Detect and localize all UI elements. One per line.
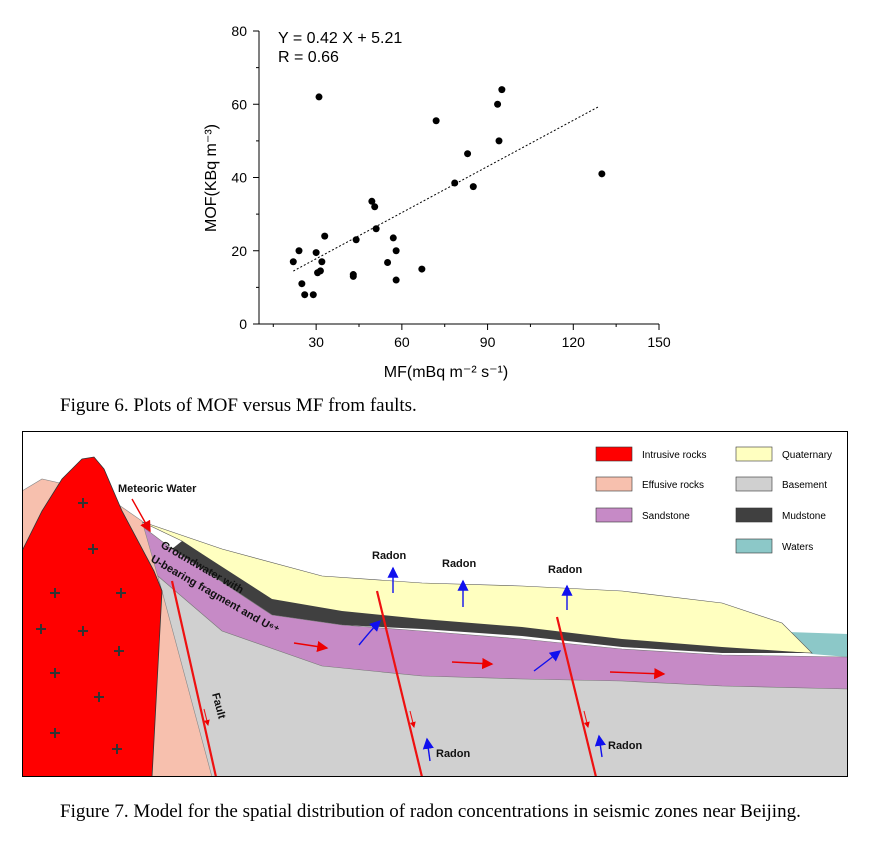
correlation-value: R = 0.66: [278, 49, 339, 66]
data-points: [289, 86, 606, 299]
x-tick-label: 60: [394, 334, 410, 350]
figure-6-caption: Figure 6. Plots of MOF versus MF from fa…: [60, 395, 417, 416]
legend-swatch: [735, 446, 773, 462]
data-point: [495, 137, 503, 145]
legend-label: Intrusive rocks: [642, 450, 706, 461]
fault-offset-arrow: [203, 708, 210, 726]
figure-7-frame: [22, 431, 848, 777]
legend-swatch: [735, 476, 773, 492]
x-tick-label: 150: [647, 334, 671, 350]
data-point: [349, 272, 357, 280]
data-point: [298, 280, 306, 288]
data-point: [464, 150, 472, 158]
legend-swatch: [595, 507, 633, 523]
data-point: [368, 197, 376, 205]
data-point: [392, 247, 400, 255]
groundwater-flow-arrow: [293, 640, 329, 653]
fault-line-2: [375, 590, 424, 777]
data-point: [372, 225, 380, 233]
legend-label: Sandstone: [642, 511, 690, 522]
y-tick-label: 40: [231, 170, 247, 186]
data-point: [321, 232, 329, 240]
chart-axes: [258, 31, 659, 325]
legend-label: Waters: [782, 542, 813, 553]
legend-swatch: [595, 446, 633, 462]
legend-swatch: [735, 538, 773, 554]
fault-offset-arrow: [409, 710, 416, 728]
radon-curve-arrow: [358, 620, 381, 646]
radon-label: Radon: [436, 748, 471, 760]
data-point: [494, 100, 502, 108]
fault-line-1: [170, 580, 218, 777]
data-point: [295, 247, 303, 255]
intrusive-plus-marks: [36, 498, 126, 754]
chart-ticks: 30 60 90 120 150 0 20 40 60 80: [231, 23, 670, 350]
basement-layer: [22, 511, 848, 777]
data-point: [312, 249, 320, 257]
radon-curve-arrow: [533, 650, 562, 672]
intrusive-rocks-body: [22, 456, 163, 777]
regression-line: [293, 106, 600, 272]
radon-arrow: [422, 737, 434, 762]
regression-equation: Y = 0.42 X + 5.21: [278, 30, 402, 47]
data-point: [352, 236, 360, 244]
data-point: [392, 276, 400, 284]
radon-arrow: [594, 734, 606, 758]
x-tick-label: 90: [480, 334, 496, 350]
data-point: [389, 234, 397, 242]
legend-swatch: [595, 476, 633, 492]
legend-label: Basement: [782, 480, 827, 491]
y-tick-label: 20: [231, 243, 247, 259]
x-axis-label: MF(mBq m⁻² s⁻¹): [384, 364, 508, 381]
data-point: [318, 258, 326, 266]
y-tick-label: 80: [231, 23, 247, 39]
data-point: [384, 258, 392, 266]
data-point: [289, 258, 297, 266]
data-point: [315, 93, 323, 101]
data-point: [432, 117, 440, 125]
x-tick-label: 30: [308, 334, 324, 350]
data-point: [418, 265, 426, 273]
groundwater-flow-arrow: [609, 668, 666, 680]
figure-7-caption: Figure 7. Model for the spatial distribu…: [60, 801, 801, 822]
data-point: [371, 203, 379, 211]
data-point: [498, 86, 506, 94]
fault-offset-arrow: [583, 710, 590, 728]
radon-label: Radon: [442, 558, 477, 570]
meteoric-water-arrow: [131, 498, 151, 533]
legend-swatch: [735, 507, 773, 523]
data-point: [598, 170, 606, 178]
mudstone-layer: [172, 541, 812, 653]
figure-7-legend: Intrusive rocks Quaternary Effusive rocks B…: [595, 446, 832, 554]
radon-label: Radon: [548, 564, 583, 576]
data-point: [451, 179, 459, 187]
figure-7-geologic-model: Meteoric Water Groundwater with U-bearin…: [22, 431, 848, 777]
y-tick-label: 60: [231, 96, 247, 112]
x-tick-label: 120: [562, 334, 586, 350]
legend-label: Effusive rocks: [642, 480, 704, 491]
y-tick-label: 0: [239, 316, 247, 332]
legend-label: Mudstone: [782, 511, 826, 522]
data-point: [469, 183, 477, 191]
fault-line-3: [555, 616, 598, 777]
data-point: [316, 267, 324, 275]
groundwater-flow-arrow: [451, 657, 494, 670]
radon-label: Radon: [372, 550, 407, 562]
data-point: [309, 291, 317, 299]
radon-label: Radon: [608, 740, 643, 752]
meteoric-water-label: Meteoric Water: [118, 483, 197, 495]
data-point: [301, 291, 309, 299]
legend-label: Quaternary: [782, 450, 832, 461]
y-axis-label: MOF(KBq m⁻³): [203, 124, 220, 232]
